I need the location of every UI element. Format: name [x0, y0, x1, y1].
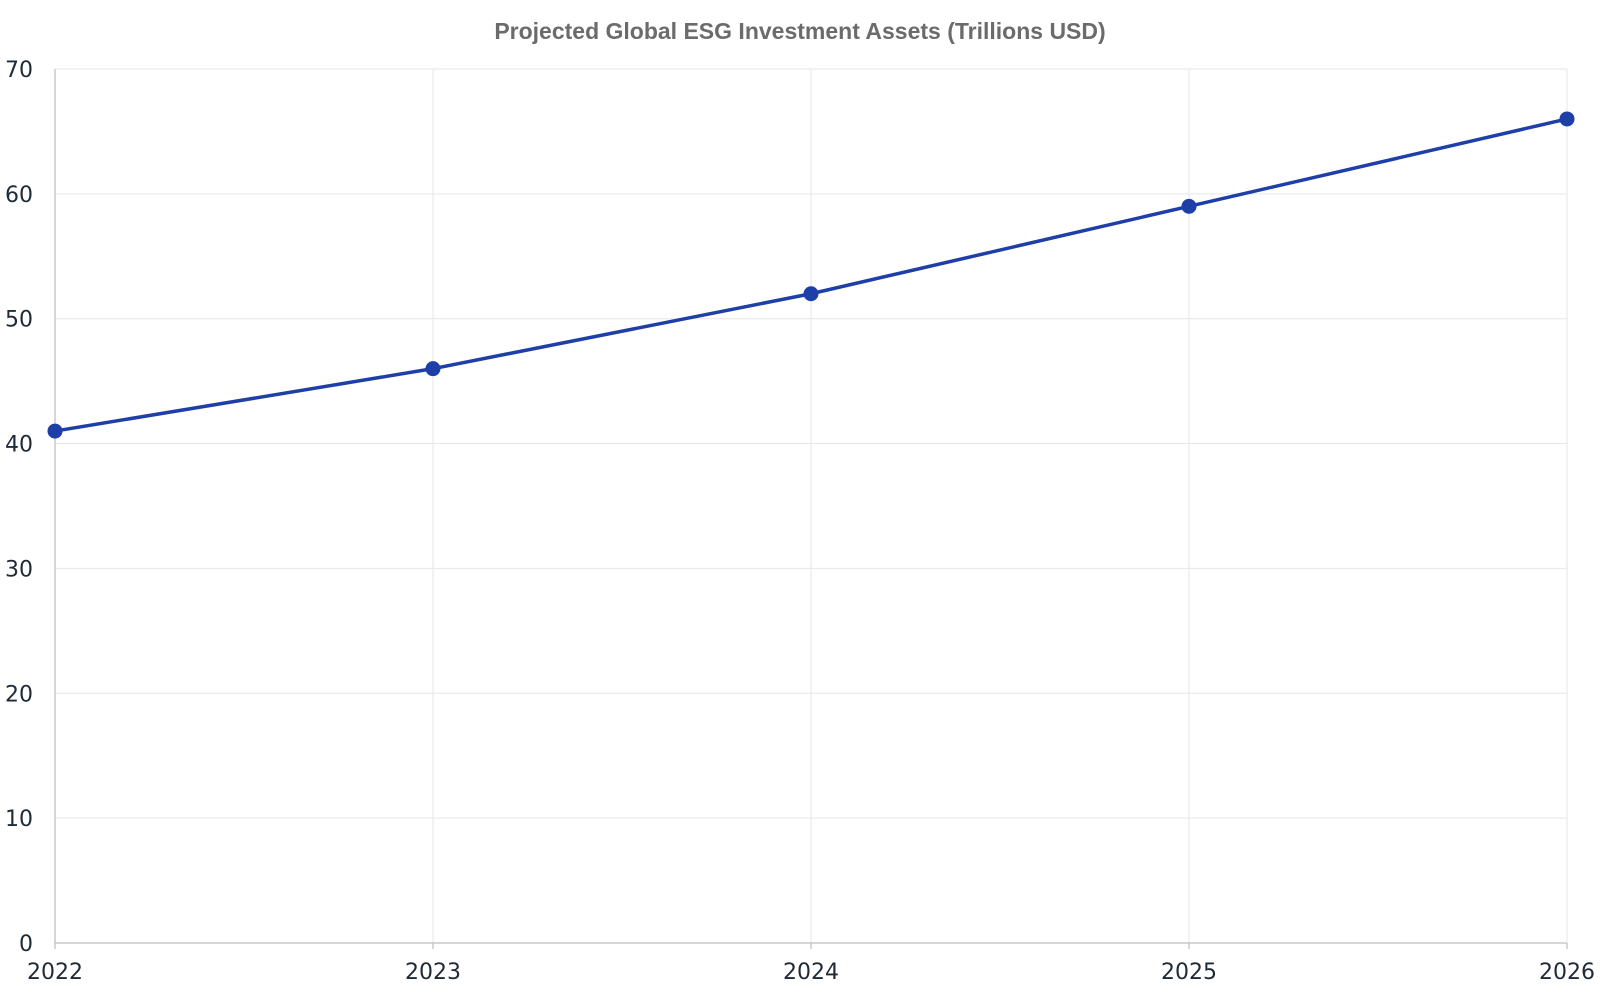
- y-tick-label: 10: [5, 807, 33, 832]
- data-point: [1559, 111, 1575, 127]
- y-tick-label: 60: [5, 183, 33, 208]
- data-point: [425, 361, 441, 377]
- x-tick-label: 2024: [783, 960, 839, 985]
- x-tick-label: 2026: [1539, 960, 1595, 985]
- chart-title: Projected Global ESG Investment Assets (…: [494, 18, 1106, 44]
- data-point: [803, 286, 819, 302]
- x-tick-label: 2023: [405, 960, 461, 985]
- y-tick-label: 0: [19, 932, 33, 957]
- data-point: [1181, 198, 1197, 214]
- y-tick-label: 30: [5, 557, 33, 582]
- x-tick-label: 2022: [27, 960, 83, 985]
- y-tick-label: 70: [5, 58, 33, 83]
- y-tick-label: 40: [5, 433, 33, 458]
- y-tick-label: 50: [5, 308, 33, 333]
- x-tick-label: 2025: [1161, 960, 1217, 985]
- y-tick-label: 20: [5, 682, 33, 707]
- data-point: [47, 423, 63, 439]
